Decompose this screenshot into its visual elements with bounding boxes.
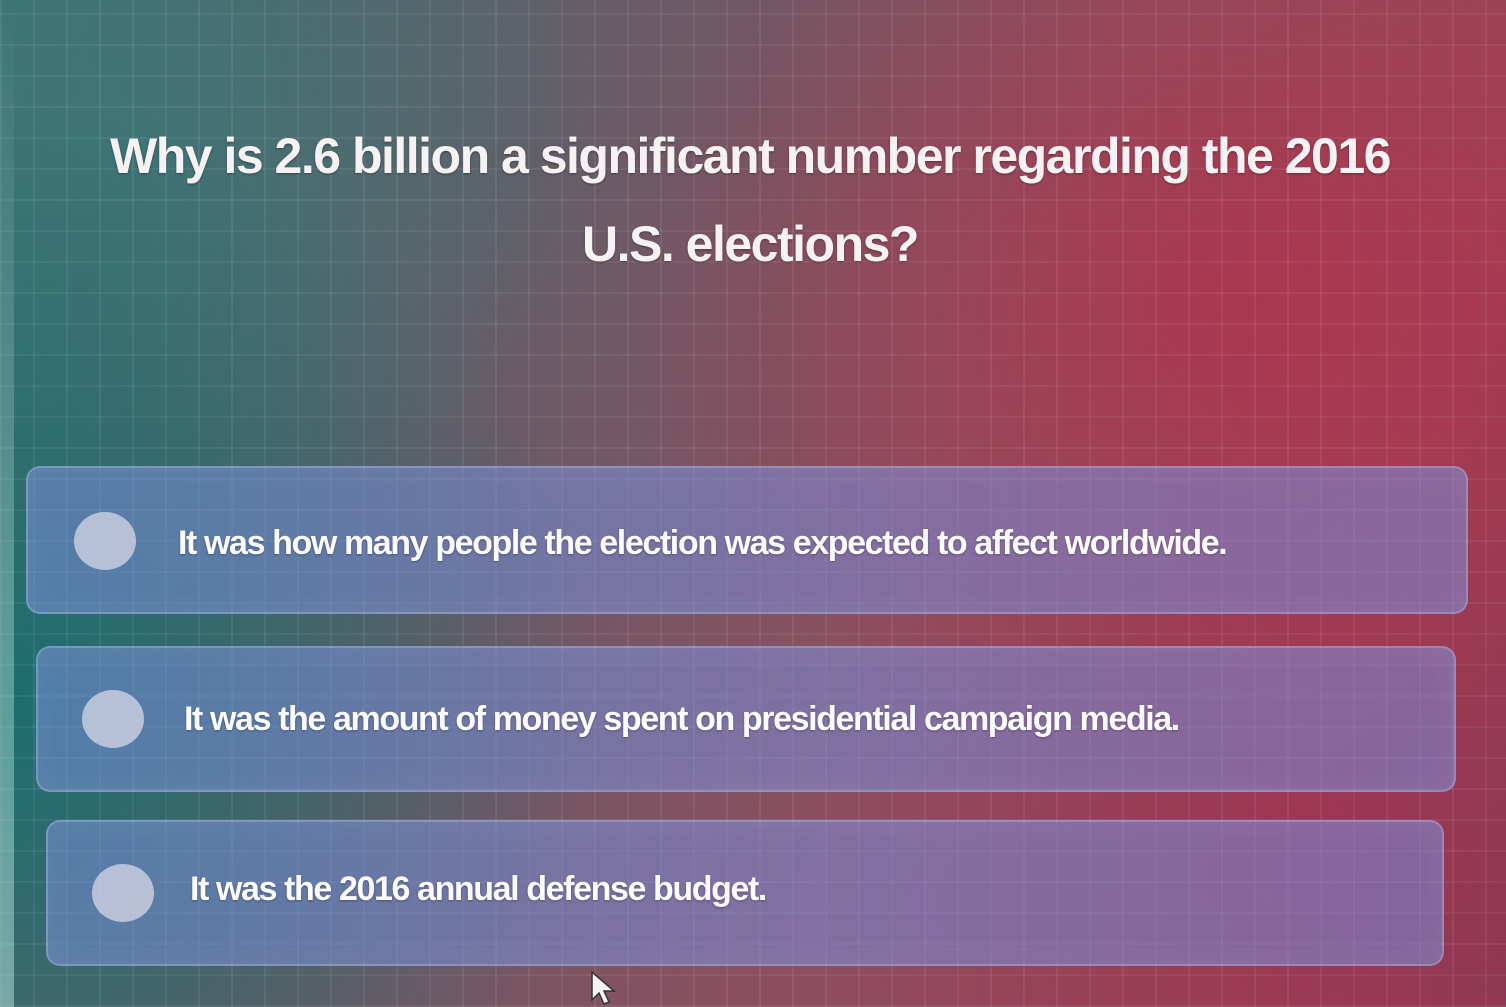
answer-option-label: It was the 2016 annual defense budget. <box>190 870 767 908</box>
answer-option-3[interactable]: It was the 2016 annual defense budget. <box>46 820 1444 966</box>
question-line-1: Why is 2.6 billion a significant number … <box>110 128 1391 184</box>
radio-circle-icon[interactable] <box>92 864 154 922</box>
question-line-2: U.S. elections? <box>582 216 919 272</box>
answer-option-1[interactable]: It was how many people the election was … <box>26 466 1468 614</box>
answer-option-label: It was how many people the election was … <box>178 524 1228 562</box>
question-text: Why is 2.6 billion a significant number … <box>60 112 1440 288</box>
answer-option-label: It was the amount of money spent on pres… <box>184 700 1180 738</box>
screen-edge-glare <box>0 0 14 1007</box>
radio-circle-icon[interactable] <box>74 512 136 570</box>
mouse-pointer-icon <box>591 970 616 1005</box>
answer-option-2[interactable]: It was the amount of money spent on pres… <box>36 646 1456 792</box>
radio-circle-icon[interactable] <box>82 690 144 748</box>
